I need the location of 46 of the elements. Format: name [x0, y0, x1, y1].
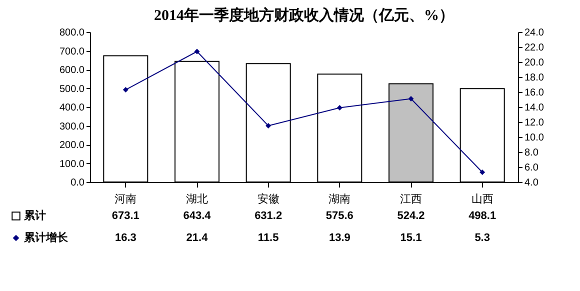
y2-tick-label: 22.0 [524, 42, 544, 54]
y2-tick-label: 18.0 [524, 72, 544, 84]
data-label: 631.2 [254, 210, 282, 222]
legend-label: 累计增长 [23, 231, 69, 244]
y-tick-label: 0.0 [70, 178, 85, 188]
chart-title: 2014年一季度地方财政收入情况（亿元、%） [154, 6, 454, 24]
x-tick-label: 安徽 [257, 192, 280, 206]
data-label: 498.1 [468, 210, 496, 222]
y2-tick-label: 10.0 [524, 132, 544, 144]
data-label: 15.1 [400, 232, 422, 244]
point [336, 105, 342, 110]
data-label: 16.3 [114, 232, 136, 244]
y-tick-label: 300.0 [59, 121, 85, 132]
data-label: 13.9 [328, 232, 350, 244]
data-label: 524.2 [397, 210, 425, 222]
point [122, 87, 128, 92]
y-tick-label: 400.0 [59, 102, 85, 114]
x-tick-label: 湖南 [328, 192, 351, 206]
y-tick-label: 600.0 [59, 65, 85, 76]
point [266, 123, 272, 128]
y-tick-label: 800.0 [59, 28, 85, 38]
x-tick-label: 江西 [400, 194, 422, 206]
y-tick-label: 100.0 [59, 158, 85, 170]
data-label: 575.6 [326, 210, 354, 222]
legend-label: 累计 [23, 209, 46, 222]
y2-tick-label: 20.0 [524, 58, 544, 68]
y-tick-label: 700.0 [59, 46, 85, 58]
y-tick-label: 200.0 [59, 140, 85, 151]
x-tick-label: 河南 [114, 192, 137, 206]
x-tick-label: 山西 [471, 192, 494, 206]
data-label: 643.4 [183, 210, 212, 222]
data-label: 21.4 [186, 232, 209, 244]
y2-tick-label: 6.0 [524, 162, 539, 174]
y-tick-label: 500.0 [59, 84, 85, 95]
y2-tick-label: 8.0 [524, 148, 539, 158]
y2-tick-label: 14.0 [524, 102, 544, 114]
point [480, 170, 486, 175]
data-label: 5.3 [474, 232, 490, 244]
y2-tick-label: 4.0 [524, 178, 539, 188]
data-label: 11.5 [258, 232, 279, 244]
x-tick-label: 湖北 [186, 192, 208, 206]
y2-tick-label: 16.0 [524, 88, 544, 98]
point [194, 48, 200, 54]
y2-tick-label: 24.0 [524, 28, 544, 38]
y2-tick-label: 12.0 [524, 118, 544, 128]
data-label: 673.1 [112, 210, 140, 222]
